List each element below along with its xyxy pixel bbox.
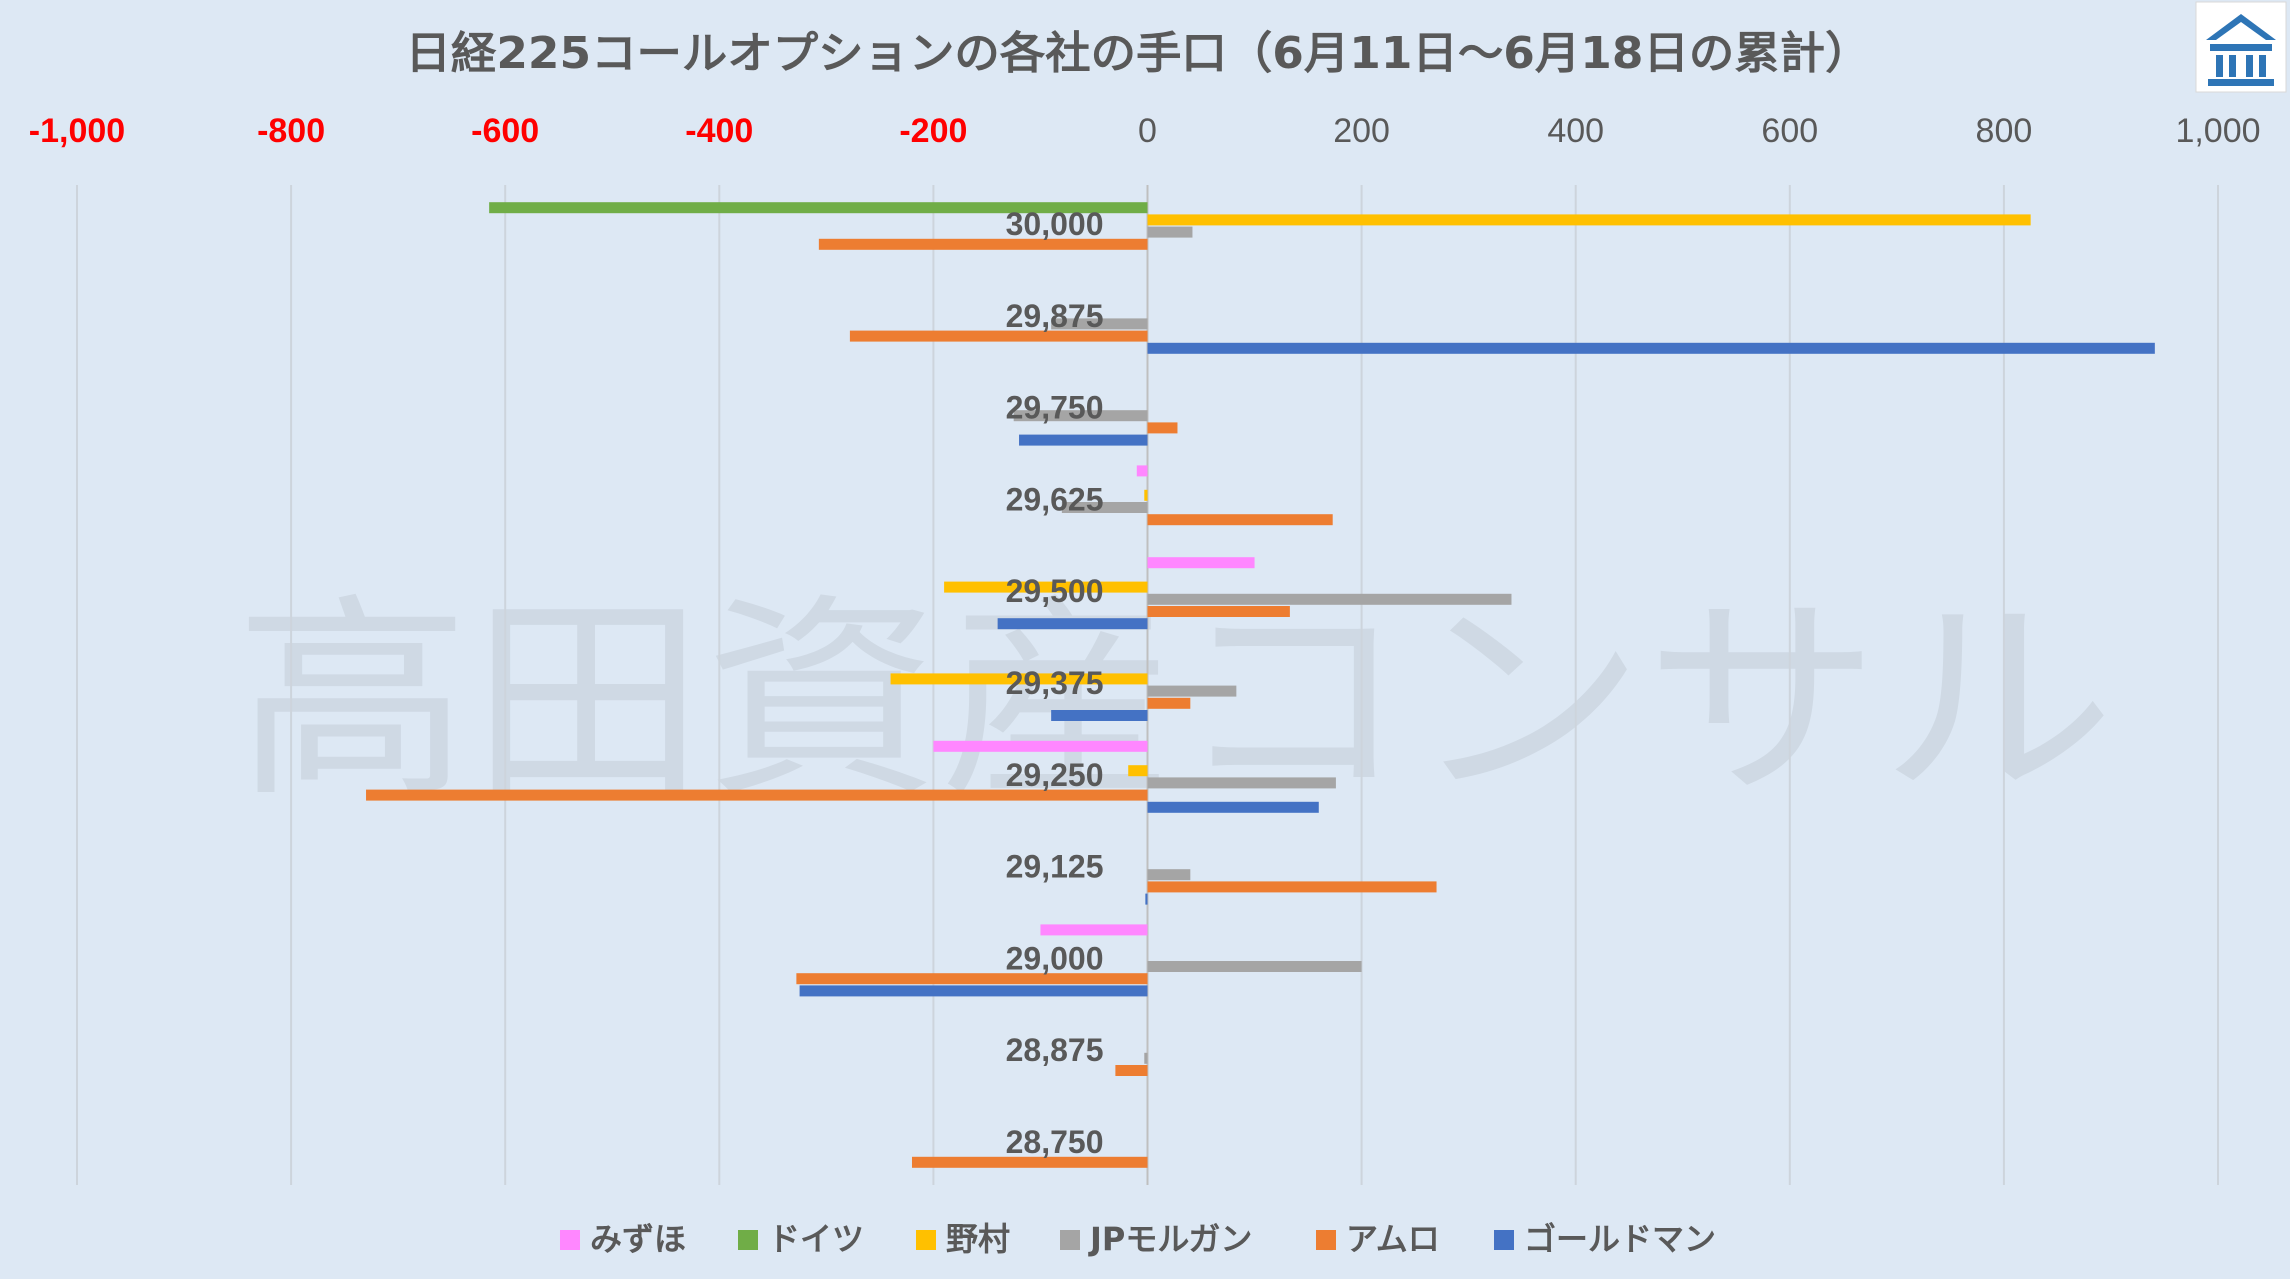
bar (799, 985, 1148, 997)
x-tick-label: 400 (1547, 112, 1604, 150)
category-label: 29,875 (1006, 298, 1104, 334)
category-label: 29,625 (1006, 481, 1104, 517)
bar (890, 673, 1148, 685)
x-tick-label: -600 (471, 112, 539, 150)
bar (1128, 765, 1148, 777)
legend-label: ドイツ (768, 1220, 864, 1258)
x-tick-label: 600 (1761, 112, 1818, 150)
category-label: 29,750 (1006, 390, 1104, 426)
bar (1147, 557, 1255, 569)
bar (1144, 1052, 1148, 1064)
x-tick-label: 800 (1976, 112, 2033, 150)
bar (1019, 434, 1148, 446)
legend-label: 野村 (946, 1220, 1010, 1258)
bar (1147, 869, 1191, 881)
x-tick-label: 1,000 (2175, 112, 2260, 150)
category-label: 29,500 (1006, 573, 1104, 609)
bar (1147, 342, 2155, 354)
bar (1144, 489, 1148, 501)
category-label: 28,750 (1006, 1124, 1104, 1160)
legend-swatch (738, 1230, 758, 1250)
category-label: 29,125 (1006, 849, 1104, 885)
bar (1147, 422, 1178, 434)
bar (1147, 961, 1362, 972)
bar (796, 973, 1148, 985)
legend: みずほ ドイツ 野村 JPモルガン アムロ ゴールドマン (560, 1220, 1716, 1258)
bar (1013, 410, 1148, 422)
category-label: 29,375 (1006, 665, 1104, 701)
bar (1051, 318, 1148, 330)
chart-title: 日経225コールオプションの各社の手口（6月11日～6月18日の累計） (406, 28, 1871, 79)
bar (1136, 465, 1148, 477)
bar (366, 789, 1148, 801)
bar (1061, 502, 1148, 513)
bar (944, 581, 1148, 593)
bar (489, 202, 1148, 214)
bar (849, 330, 1148, 342)
legend-swatch (916, 1230, 936, 1250)
category-label: 29,000 (1006, 940, 1104, 976)
legend-label: アムロ (1346, 1220, 1440, 1258)
bar (1147, 777, 1336, 789)
bar (1147, 606, 1290, 617)
bar (1115, 1065, 1148, 1076)
bar (1040, 924, 1148, 936)
bar (1145, 893, 1148, 905)
bars (366, 202, 2155, 1168)
bar (1147, 214, 2031, 226)
legend-label: ゴールドマン (1524, 1220, 1716, 1258)
legend-swatch (1494, 1230, 1514, 1250)
category-label: 29,250 (1006, 757, 1104, 793)
building-icon (2195, 1, 2287, 93)
x-tick-label: 200 (1333, 112, 1390, 150)
bar (997, 618, 1148, 630)
x-tick-label: -400 (685, 112, 753, 150)
legend-swatch (1316, 1230, 1336, 1250)
bar (1147, 801, 1319, 813)
x-tick-label: 0 (1138, 112, 1157, 150)
x-tick-label: -1,000 (29, 112, 125, 150)
x-tick-label: -200 (899, 112, 967, 150)
legend-label: JPモルガン (1088, 1220, 1252, 1258)
bar (1147, 697, 1191, 709)
category-label: 28,875 (1006, 1032, 1104, 1068)
bar (1147, 514, 1333, 526)
bar (818, 238, 1148, 250)
bar (911, 1156, 1148, 1168)
legend-swatch (1060, 1230, 1080, 1250)
bar (1147, 226, 1193, 238)
bar (1147, 685, 1237, 697)
legend-swatch (560, 1230, 580, 1250)
bar (1147, 881, 1437, 893)
x-tick-label: -800 (257, 112, 325, 150)
bar (933, 740, 1148, 752)
x-axis: -1,000 -800 -600 -400 -200 0 200 400 600 800 1,000 (29, 112, 2261, 150)
bar (1051, 710, 1148, 721)
bar (1147, 593, 1512, 605)
category-labels: 30,000 29,875 29,750 29,625 29,500 29,375 29,2… (1006, 206, 1104, 1160)
legend-label: みずほ (590, 1220, 686, 1258)
category-label: 30,000 (1006, 206, 1104, 242)
